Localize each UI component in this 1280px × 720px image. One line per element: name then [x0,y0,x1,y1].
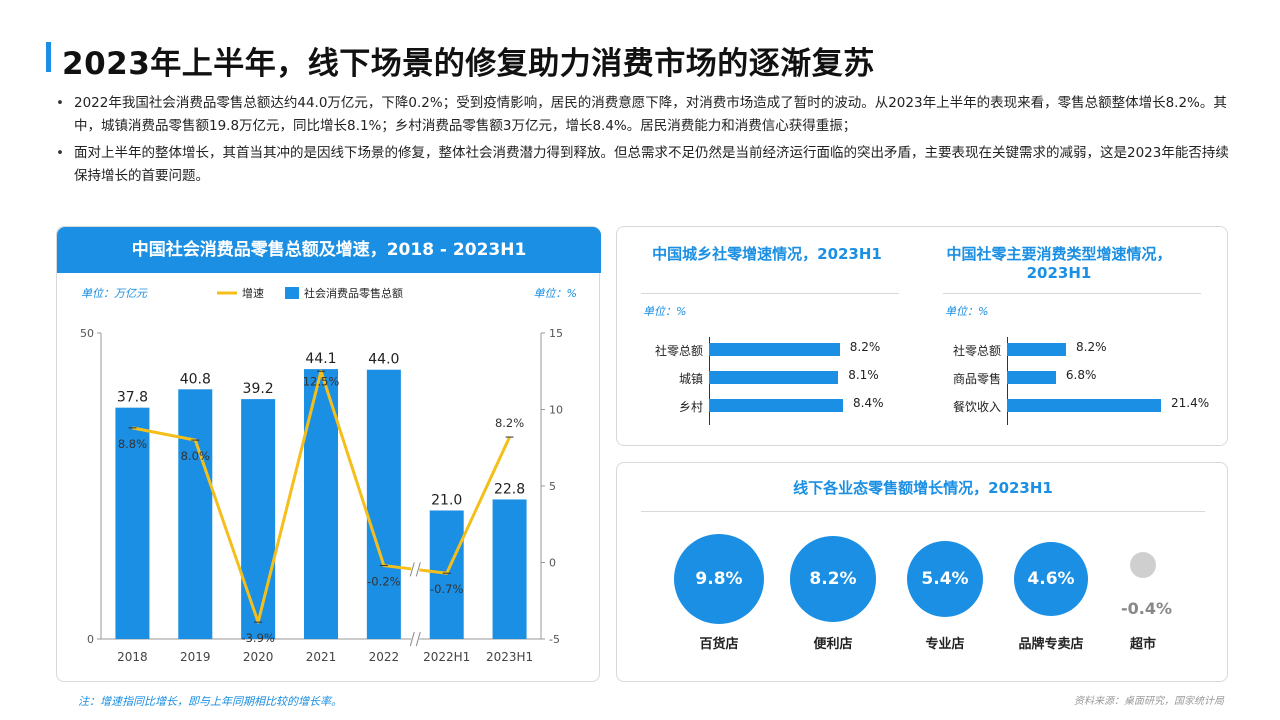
bar-2018 [115,407,150,639]
growth-value-label: 8.0% [181,449,210,463]
bubble-品牌专卖店: 4.6% [1013,541,1089,617]
axis-break-mark [409,562,415,577]
bar-value-label: 40.8 [180,371,211,387]
right-axis-unit: 单位：% [534,287,577,300]
hbar-value-label: 8.2% [849,340,881,354]
legend-item-growth: 增速 [242,286,264,300]
bar-2023H1 [492,499,527,639]
hbar-category-label: 城镇 [678,372,703,386]
right-tick-label: 5 [549,480,556,493]
right-tick-label: 15 [549,327,563,340]
summary-bullets: 2022年我国社会消费品零售总额达约44.0万亿元，下降0.2%；受到疫情影响，… [56,92,1236,192]
hbar-社零总额 [709,343,840,356]
bar-value-label: 39.2 [243,381,274,397]
bubble-category-label: 专业店 [925,637,965,652]
x-tick-label: 2020 [243,650,274,664]
growth-rate-panel: 中国城乡社零增速情况，2023H1 单位：% 社零总额 8.2% 城镇 8.1% 乡村 8… [616,226,1228,446]
bubble-category-label: 便利店 [813,637,853,652]
axis-break-mark [409,631,415,647]
hbar-乡村 [709,399,843,412]
hbar-社零总额 [1007,343,1066,356]
hbar-餐饮收入 [1007,399,1161,412]
bullet-item: 面对上半年的整体增长，其首当其冲的是因线下场景的修复，整体社会消费潜力得到释放。… [56,142,1236,188]
hbar-城镇 [709,371,839,384]
bar-2019 [178,389,213,639]
bubble-便利店: 8.2% [790,536,876,622]
divider [641,293,899,294]
hbar-value-label: 8.4% [853,396,884,410]
x-tick-label: 2022H1 [423,650,470,664]
footnote: 注：增速指同比增长，即与上年同期相比较的增长率。 [78,695,342,708]
retail-sales-panel: 中国社会消费品零售总额及增速，2018 - 2023H1 单位：万亿元 单位：% 增… [56,226,601,682]
bar-value-label: 21.0 [431,492,462,508]
hbar-category-label: 商品零售 [952,372,1001,386]
bubble-value-label: -0.4% [1121,599,1173,618]
left-axis-unit: 单位：万亿元 [81,287,148,300]
bubble-category-label: 超市 [1129,637,1156,652]
consumption-type-chart-title: 中国社零主要消费类型增速情况，2023H1 [946,245,1172,282]
left-tick-label: 50 [80,327,94,340]
hbar-value-label: 8.2% [1076,340,1107,354]
x-tick-label: 2021 [306,650,337,664]
growth-value-label: 12.5% [303,374,340,388]
divider [943,293,1201,294]
x-tick-label: 2022 [369,650,400,664]
bar-value-label: 22.8 [494,481,525,497]
bar-value-label: 37.8 [117,390,148,406]
bubble-category-label: 百货店 [699,637,739,652]
retail-sales-chart-title: 中国社会消费品零售总额及增速，2018 - 2023H1 [57,227,601,273]
axis-break-mark [415,562,421,577]
growth-value-label: 8.8% [118,437,147,451]
left-tick-label: 0 [87,633,94,646]
axis-break-gap [411,631,420,647]
bar-2022H1 [429,510,464,639]
hbar-value-label: 6.8% [1065,368,1097,382]
offline-formats-chart-title: 线下各业态零售额增长情况，2023H1 [793,479,1053,497]
right-tick-label: 0 [549,557,556,570]
bubble-category-label: 品牌专卖店 [1018,637,1084,652]
bullet-item: 2022年我国社会消费品零售总额达约44.0万亿元，下降0.2%；受到疫情影响，… [56,92,1236,138]
urban-rural-unit: 单位：% [643,305,687,318]
page-title: 2023年上半年，线下场景的修复助力消费市场的逐渐复苏 [62,46,875,82]
bubble-百货店: 9.8% [674,534,764,624]
right-tick-label: -5 [549,633,560,646]
bar-2020 [241,399,276,639]
axis-break-gap [411,561,420,578]
consumption-type-unit: 单位：% [945,305,989,318]
title-accent-bar [46,42,51,72]
axis-break-mark [415,631,421,647]
bubble-超市 [1130,552,1156,578]
bubble-专业店: 5.4% [906,540,984,618]
hbar-category-label: 餐饮收入 [952,400,1001,414]
hbar-value-label: 8.1% [848,368,879,382]
hbar-category-label: 社零总额 [654,344,703,358]
legend-item-total: 社会消费品零售总额 [304,286,403,300]
right-tick-label: 10 [549,404,563,417]
hbar-商品零售 [1007,371,1056,384]
offline-formats-panel: 线下各业态零售额增长情况，2023H1 9.8% 百货店 8.2% 便利店 5.4% 专业… [616,462,1228,682]
bar-value-label: 44.0 [368,352,399,368]
source-note: 资料来源：桌面研究，国家统计局 [1074,696,1224,707]
growth-value-label: -0.7% [430,582,463,596]
hbar-value-label: 21.4% [1171,396,1210,410]
x-tick-label: 2018 [117,650,148,664]
urban-rural-chart-title: 中国城乡社零增速情况，2023H1 [652,245,882,263]
growth-value-label: -3.9% [241,631,274,645]
x-tick-label: 2023H1 [486,650,533,664]
x-tick-label: 2019 [180,650,211,664]
bar-value-label: 44.1 [305,351,336,367]
hbar-category-label: 社零总额 [952,344,1001,358]
hbar-category-label: 乡村 [678,400,703,414]
bar-2022 [366,369,401,639]
legend-bar-swatch [285,287,299,299]
growth-value-label: -0.2% [367,575,400,589]
divider [641,511,1205,512]
growth-value-label: 8.2% [495,416,524,430]
retail-sales-combo-chart: 单位：万亿元 单位：% 增速 社会消费品零售总额 0 50 -5 0 5 10 15 37.8 40.8… [80,286,577,664]
